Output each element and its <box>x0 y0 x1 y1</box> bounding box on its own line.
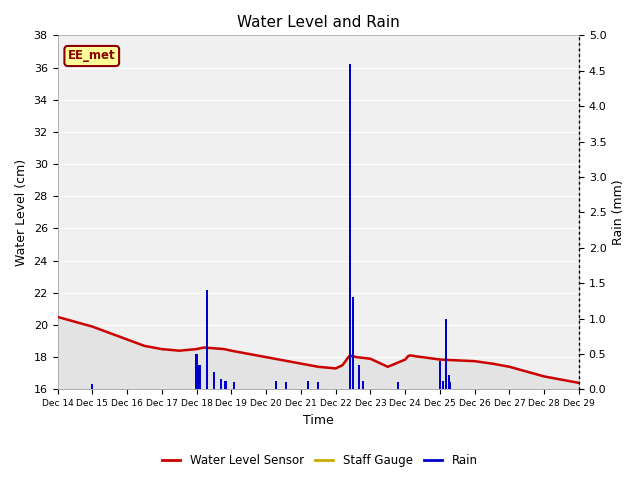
Bar <box>285 382 287 389</box>
Text: EE_met: EE_met <box>68 49 116 62</box>
Bar <box>317 382 319 389</box>
Bar <box>195 354 198 389</box>
Bar <box>225 381 227 389</box>
Bar <box>358 364 360 389</box>
Bar <box>92 384 93 389</box>
Bar <box>307 381 309 389</box>
Bar <box>449 382 451 389</box>
Bar <box>362 381 364 389</box>
Bar <box>349 64 351 389</box>
Legend: Water Level Sensor, Staff Gauge, Rain: Water Level Sensor, Staff Gauge, Rain <box>157 449 483 472</box>
Bar <box>205 290 208 389</box>
Bar <box>275 381 277 389</box>
Y-axis label: Rain (mm): Rain (mm) <box>612 180 625 245</box>
Bar <box>233 382 236 389</box>
Bar <box>220 379 222 389</box>
Y-axis label: Water Level (cm): Water Level (cm) <box>15 159 28 266</box>
Bar <box>442 381 444 389</box>
Bar <box>447 375 450 389</box>
Bar <box>352 297 354 389</box>
Bar <box>445 319 447 389</box>
Bar <box>439 361 441 389</box>
Bar <box>198 364 200 389</box>
Title: Water Level and Rain: Water Level and Rain <box>237 15 399 30</box>
X-axis label: Time: Time <box>303 414 333 427</box>
Bar <box>213 372 215 389</box>
Bar <box>397 382 399 389</box>
